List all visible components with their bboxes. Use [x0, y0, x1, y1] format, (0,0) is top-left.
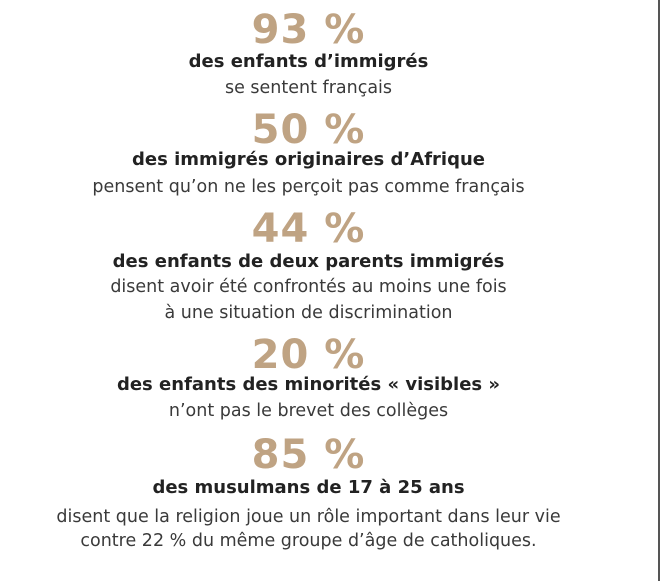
stat-value: 20 % [251, 332, 366, 378]
stat-headline: des immigrés originaires d’Afrique [132, 149, 485, 170]
stat-description: n’ont pas le brevet des collèges [168, 401, 449, 421]
stat-value: 85 % [251, 432, 366, 478]
stat-value: 50 % [251, 107, 366, 153]
right-border [658, 0, 660, 581]
stat-description: à une situation de discrimination [164, 303, 453, 323]
stat-description: se sentent français [224, 78, 393, 98]
stat-description: disent avoir été confrontés au moins une… [110, 277, 507, 297]
stat-headline: des musulmans de 17 à 25 ans [152, 477, 465, 498]
stat-value: 93 % [251, 7, 366, 53]
stat-headline: des enfants des minorités « visibles » [116, 374, 501, 395]
stat-description: disent que la religion joue un rôle impo… [56, 507, 561, 527]
stat-headline: des enfants d’immigrés [188, 51, 429, 72]
stat-headline: des enfants de deux parents immigrés [112, 251, 505, 272]
stat-description: contre 22 % du même groupe d’âge de cath… [80, 531, 537, 551]
stat-description: pensent qu’on ne les perçoit pas comme f… [92, 177, 525, 197]
stat-value: 44 % [251, 206, 366, 252]
